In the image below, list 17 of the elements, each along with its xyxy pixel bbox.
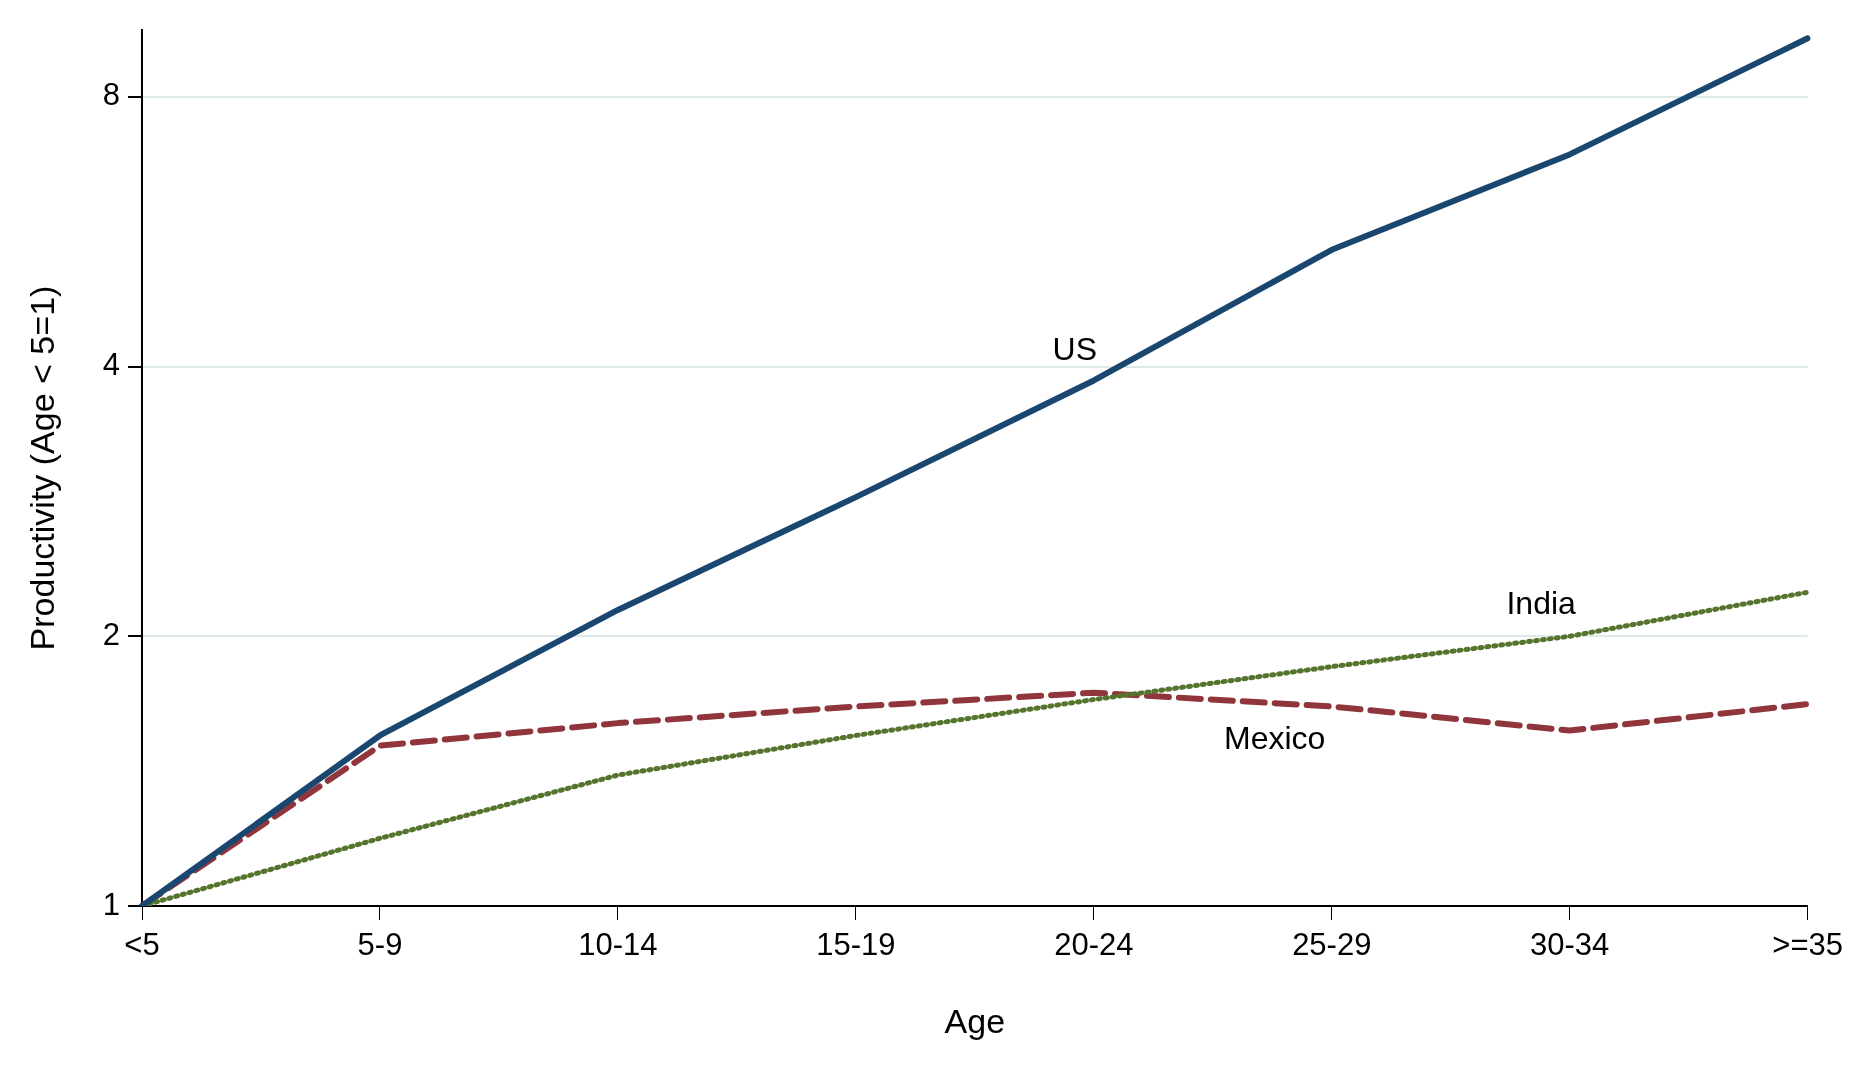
series-label: US xyxy=(1052,330,1098,367)
series-label: Mexico xyxy=(1223,720,1326,757)
x-tick-label: >=35 xyxy=(1772,927,1844,963)
y-tick-label: 4 xyxy=(102,347,121,383)
x-tick-label: 30-34 xyxy=(1530,927,1610,963)
series-label: India xyxy=(1506,584,1577,621)
x-tick-label: 15-19 xyxy=(816,927,896,963)
x-tick-label: <5 xyxy=(124,927,160,963)
x-tick-label: 25-29 xyxy=(1292,927,1372,963)
y-tick-label: 1 xyxy=(102,886,121,922)
x-tick-label: 5-9 xyxy=(357,927,403,963)
y-tick-label: 8 xyxy=(102,77,121,113)
x-axis-title: Age xyxy=(944,1001,1006,1040)
x-tick-label: 10-14 xyxy=(578,927,658,963)
y-axis-title: Productivity (Age < 5=1) xyxy=(22,285,61,651)
x-tick-label: 20-24 xyxy=(1054,927,1134,963)
y-tick-label: 2 xyxy=(102,616,121,652)
